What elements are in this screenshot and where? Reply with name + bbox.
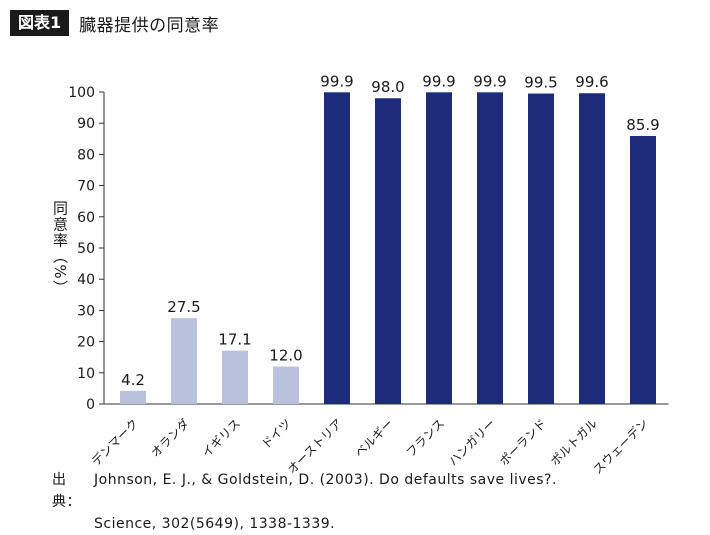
y-tick-label: 70 [77, 179, 95, 195]
x-tick-label: イギリス [199, 416, 243, 460]
source-label: 出典： [52, 472, 81, 510]
bar [528, 93, 554, 404]
y-tick-label: 80 [77, 147, 95, 163]
y-tick-label: 60 [77, 210, 95, 226]
x-tick-label: オーストリア [285, 416, 345, 476]
y-tick-label: 40 [77, 272, 95, 288]
bar [273, 366, 299, 404]
source-line-2: Science, 302(5649), 1338-1339. [94, 516, 336, 532]
x-tick-label: ポーランド [497, 416, 549, 468]
x-tick-label: ベルギー [352, 416, 396, 460]
bar [120, 390, 146, 404]
y-tick-label: 90 [77, 116, 95, 132]
x-tick-label: ポルトガル [548, 416, 600, 468]
y-tick-label: 100 [68, 85, 95, 101]
bar-value-label: 12.0 [269, 347, 302, 365]
y-tick-label: 10 [77, 366, 95, 382]
source-citation: 出典： Johnson, E. J., & Goldstein, D. (200… [52, 469, 557, 535]
bar [171, 318, 197, 404]
bar-value-label: 27.5 [167, 298, 200, 316]
bar-value-label: 99.9 [473, 72, 506, 90]
bar [579, 93, 605, 405]
bar [222, 350, 248, 404]
y-tick-label: 20 [77, 335, 95, 351]
y-tick-label: 50 [77, 241, 95, 257]
bar [324, 92, 350, 404]
x-tick-label: オランダ [148, 416, 193, 461]
figure-label: 図表1 [10, 10, 70, 36]
bar-value-label: 98.0 [371, 78, 404, 96]
y-tick-label: 30 [77, 303, 95, 319]
bar-value-label: 85.9 [626, 116, 659, 134]
figure-title: 臓器提供の同意率 [79, 15, 220, 36]
source-line-1: Johnson, E. J., & Goldstein, D. (2003). … [94, 472, 557, 488]
bar-value-label: 4.2 [121, 371, 145, 389]
x-tick-label: ドイツ [259, 416, 294, 451]
x-tick-label: ハンガリー [446, 416, 498, 468]
x-tick-label: フランス [403, 416, 447, 460]
figure-header: 図表1 臓器提供の同意率 [10, 10, 219, 36]
bar [630, 135, 656, 404]
y-tick-label: 0 [86, 397, 95, 413]
bar [477, 92, 503, 404]
x-tick-label: デンマーク [88, 416, 141, 469]
x-tick-label: スウェーデン [590, 416, 652, 478]
bar-value-label: 99.5 [524, 74, 557, 92]
bar [426, 92, 452, 404]
bar-value-label: 99.6 [575, 73, 608, 91]
y-axis-title: 同意率（%） [51, 200, 69, 295]
bar-value-label: 99.9 [320, 72, 353, 90]
bar [375, 98, 401, 405]
bar-value-label: 99.9 [422, 72, 455, 90]
bar-value-label: 17.1 [218, 331, 251, 349]
